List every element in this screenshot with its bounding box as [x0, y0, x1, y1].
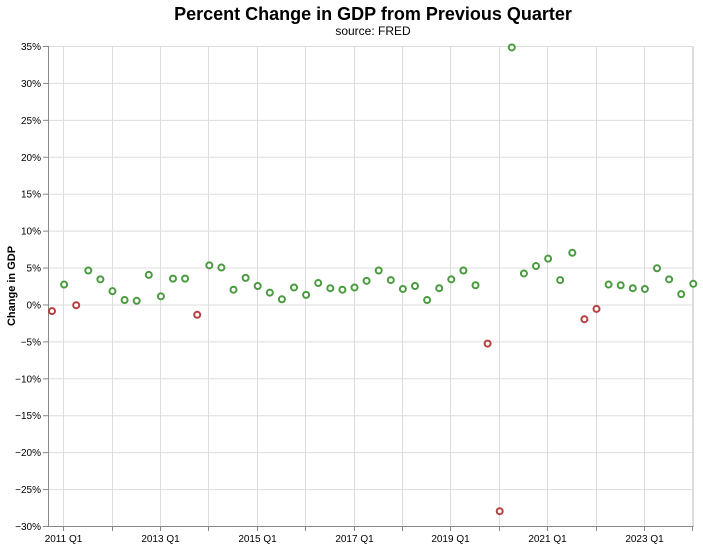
x-tick-label: 2011 Q1	[45, 534, 83, 545]
data-point	[483, 339, 492, 348]
y-axis-title: Change in GDP	[6, 246, 18, 326]
data-point	[96, 275, 105, 284]
y-tick-label: 5%	[27, 264, 42, 275]
y-tick-label: 0%	[27, 300, 42, 311]
data-point	[568, 248, 577, 257]
x-tick-label: 2017 Q1	[335, 534, 374, 545]
data-point	[423, 296, 432, 305]
y-tick-label: 15%	[21, 190, 41, 201]
data-point	[253, 282, 262, 290]
y-tick-label: −5%	[21, 337, 41, 348]
data-point	[72, 301, 81, 310]
data-point	[169, 274, 177, 283]
data-point	[265, 288, 274, 297]
data-point	[241, 273, 250, 282]
chart-title: Percent Change in GDP from Previous Quar…	[174, 4, 572, 24]
data-point	[144, 270, 153, 279]
data-point	[689, 279, 698, 288]
data-point	[374, 266, 383, 275]
data-point	[193, 310, 202, 319]
data-point	[84, 266, 93, 275]
data-point	[338, 285, 347, 294]
data-point	[362, 276, 371, 285]
data-point	[532, 262, 540, 271]
x-tick-label: 2015 Q1	[238, 534, 277, 545]
data-point	[556, 276, 565, 285]
y-tick-label: −10%	[15, 374, 41, 385]
data-point	[181, 274, 190, 283]
data-point	[665, 275, 674, 284]
y-tick-label: 25%	[21, 116, 41, 127]
data-point	[108, 287, 117, 296]
x-tick-label: 2023 Q1	[625, 534, 664, 545]
data-point	[156, 292, 165, 301]
y-tick-label: −25%	[15, 485, 41, 496]
data-point	[277, 295, 286, 304]
x-tick-label: 2013 Q1	[141, 534, 180, 545]
y-tick-label: −15%	[15, 411, 41, 422]
data-point	[507, 43, 516, 52]
data-point	[592, 304, 601, 313]
data-point	[120, 296, 129, 305]
y-tick-label: 35%	[21, 42, 41, 53]
data-point	[314, 279, 323, 288]
data-point	[48, 307, 56, 316]
data-point	[653, 264, 661, 273]
data-point	[411, 282, 419, 290]
data-point	[386, 276, 395, 285]
data-point	[290, 283, 298, 292]
data-point	[132, 296, 141, 305]
data-point	[398, 284, 407, 293]
data-point	[447, 275, 456, 284]
data-point	[217, 263, 226, 272]
gridlines	[48, 46, 694, 527]
data-point	[471, 281, 480, 290]
data-point	[302, 290, 311, 299]
data-point	[326, 284, 335, 293]
x-tick-label: 2019 Q1	[431, 534, 470, 545]
chart-subtitle: source: FRED	[335, 24, 411, 38]
data-point	[350, 283, 359, 292]
data-point	[519, 269, 528, 278]
data-point	[616, 281, 625, 290]
data-point	[580, 315, 589, 324]
data-point	[205, 261, 214, 270]
data-points	[48, 43, 698, 516]
data-point	[495, 507, 504, 516]
y-tick-label: 10%	[21, 227, 41, 238]
y-tick-label: 30%	[21, 79, 41, 90]
x-tick-label: 2021 Q1	[528, 534, 567, 545]
data-point	[459, 266, 468, 275]
data-point	[229, 285, 238, 294]
data-point	[604, 280, 613, 289]
axes: 35% 30% 25% 20% 15% 10% 5% 0% −5% −10% −15% −20% −25…	[15, 42, 694, 545]
data-point	[60, 280, 69, 289]
y-tick-label: −20%	[15, 448, 41, 459]
data-point	[640, 284, 649, 293]
data-point	[628, 284, 637, 293]
data-point	[677, 290, 686, 299]
y-tick-label: 20%	[21, 153, 41, 164]
data-point	[544, 254, 553, 263]
data-point	[435, 284, 444, 293]
y-tick-label: −30%	[15, 522, 41, 533]
